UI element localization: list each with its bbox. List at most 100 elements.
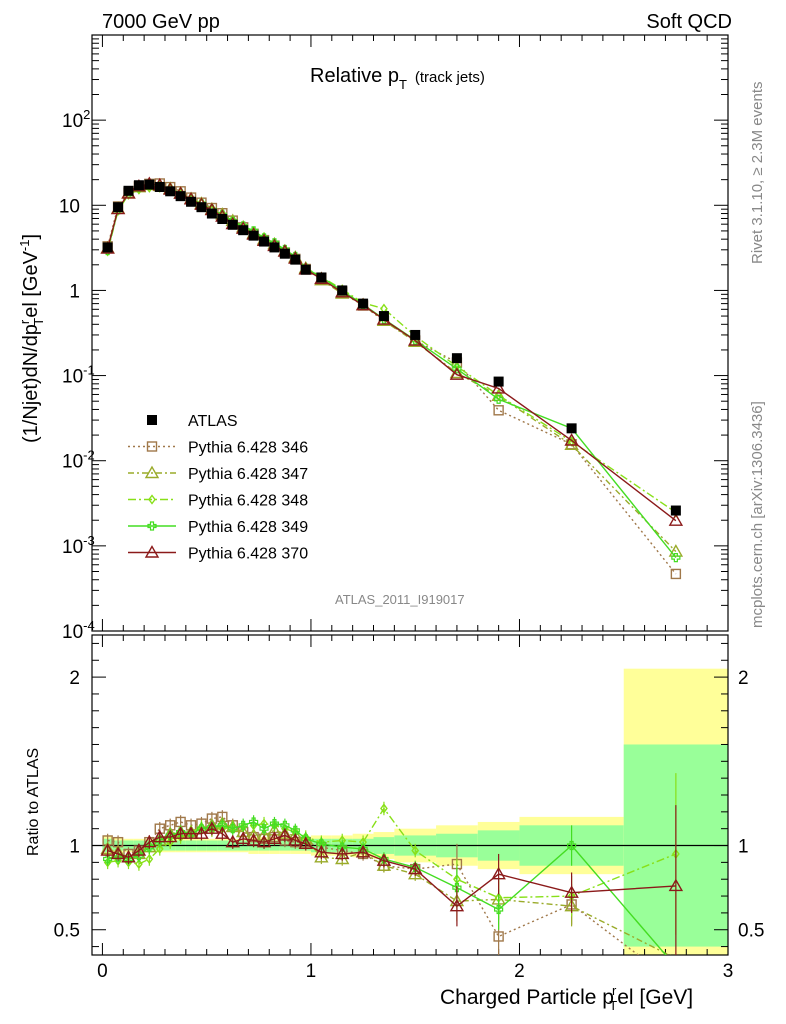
atlas-data-point (451, 353, 462, 364)
x-axis-label: Charged Particle pr Tel [GeV] (440, 983, 693, 1013)
ratio-marker-pythia-6-428-349 (217, 820, 227, 830)
ratio-marker-pythia-6-428-348 (411, 845, 420, 856)
legend-marker (144, 545, 160, 558)
atlas-data-point (227, 219, 238, 230)
main-plot-frame (91, 34, 729, 632)
marker-pythia-6-428-347 (668, 544, 684, 557)
ratio-marker-pythia-6-428-349 (249, 817, 259, 827)
y-tick-label: 10 (59, 196, 80, 217)
main-title: Relative pT (track jets) (310, 65, 485, 92)
ratio-marker-pythia-6-428-370 (225, 834, 240, 848)
ratio-marker-pythia-6-428-346 (493, 931, 504, 942)
atlas-data-point (259, 236, 270, 247)
ratio-marker-pythia-6-428-370 (100, 843, 115, 856)
ratio-tick-label-left: 2 (69, 668, 80, 689)
ratio-marker-pythia-6-428-370 (564, 885, 579, 898)
ratio-tick-label-right: 0.5 (738, 921, 764, 942)
atlas-data-point (248, 230, 259, 241)
atlas-data-point (133, 180, 144, 191)
series-line-pythia-6-428-346 (106, 182, 677, 575)
atlas-data-point (566, 423, 577, 434)
ratio-marker-pythia-6-428-370 (173, 826, 188, 839)
legend-label-atlas: ATLAS (188, 413, 238, 430)
ratio-marker-pythia-6-428-349 (452, 883, 462, 893)
atlas-data-point (154, 181, 165, 192)
ratio-marker-pythia-6-428-370 (246, 833, 261, 846)
ratio-marker-pythia-6-428-348 (380, 803, 388, 814)
ratio-marker-pythia-6-428-349 (337, 842, 347, 852)
ratio-marker-pythia-6-428-370 (355, 844, 371, 858)
marker-pythia-6-428-346 (493, 405, 504, 416)
ratio-marker-pythia-6-428-349 (228, 824, 238, 834)
ratio-marker-pythia-6-428-348 (166, 836, 175, 848)
legend-label: Pythia 6.428 348 (188, 493, 308, 510)
ratio-marker-pythia-6-428-348 (135, 858, 143, 870)
ratio-marker-pythia-6-428-370 (215, 826, 230, 839)
ratio-marker-pythia-6-428-370 (335, 846, 350, 860)
main-series-layer (100, 176, 684, 580)
atlas-data-point (217, 214, 228, 225)
legend-marker-atlas (147, 415, 157, 425)
x-tick-label: 0 (97, 961, 108, 982)
ratio-marker-pythia-6-428-348 (155, 843, 164, 855)
marker-pythia-6-428-370 (449, 367, 465, 380)
ratio-series-layer (100, 773, 684, 955)
atlas-data-point (196, 202, 207, 213)
ratio-marker-pythia-6-428-370 (183, 826, 199, 839)
ratio-marker-pythia-6-428-370 (298, 836, 313, 850)
atlas-data-point (316, 272, 327, 283)
mcplots-label: mcplots.cern.ch [arXiv:1306.3436] (749, 401, 766, 628)
atlas-data-point (165, 186, 176, 197)
ratio-marker-pythia-6-428-349 (238, 820, 248, 830)
marker-pythia-6-428-370 (491, 381, 506, 394)
main-y-axis-label: (1/Njet)dN/dprTel [GeV-1] (17, 234, 46, 443)
atlas-data-point (358, 298, 369, 309)
analysis-watermark: ATLAS_2011_I919017 (335, 592, 465, 607)
atlas-data-point (144, 179, 155, 190)
ratio-tick-label-right: 2 (738, 668, 749, 689)
marker-pythia-6-428-346 (670, 568, 682, 580)
atlas-data-point (113, 202, 124, 213)
ratio-marker-pythia-6-428-349 (259, 824, 269, 834)
legend-marker (148, 494, 156, 505)
legend-label: Pythia 6.428 347 (188, 466, 308, 483)
atlas-data-point (175, 191, 186, 202)
ratio-marker-pythia-6-428-348 (145, 853, 154, 865)
ratio-marker-pythia-6-428-370 (142, 834, 157, 848)
atlas-data-point (123, 185, 134, 196)
atlas-data-point (186, 196, 197, 207)
ratio-line-pythia-6-428-348 (107, 807, 677, 899)
ratio-marker-pythia-6-428-349 (269, 819, 280, 829)
ratio-uncertainty-bands (102, 668, 728, 955)
ratio-marker-pythia-6-428-370 (235, 831, 251, 844)
atlas-data-point (269, 242, 280, 253)
ratio-marker-pythia-6-428-370 (131, 843, 147, 856)
legend-label: Pythia 6.428 370 (188, 546, 308, 563)
ratio-marker-pythia-6-428-370 (110, 846, 126, 860)
ratio-marker-pythia-6-428-370 (449, 898, 465, 912)
ratio-marker-pythia-6-428-370 (162, 829, 178, 843)
ratio-tick-label-right: 1 (738, 837, 749, 858)
marker-pythia-6-428-370 (668, 513, 684, 526)
rivet-label: Rivet 3.1.10, ≥ 2.3M events (749, 82, 766, 265)
x-tick-label: 2 (514, 961, 525, 982)
header-left: 7000 GeV pp (102, 11, 220, 33)
legend: ATLAS Pythia 6.428 346 Pythia 6.428 347 Pyt… (128, 413, 308, 563)
atlas-data-point (378, 311, 389, 322)
header-right: Soft QCD (646, 11, 732, 33)
legend-marker (144, 465, 160, 479)
atlas-data-point (670, 505, 681, 516)
ratio-tick-label-left: 1 (69, 837, 80, 858)
ratio-marker-pythia-6-428-370 (408, 861, 423, 875)
ratio-marker-pythia-6-428-370 (152, 829, 167, 843)
legend-label: Pythia 6.428 346 (188, 440, 308, 457)
legend-label: Pythia 6.428 349 (188, 519, 308, 536)
ratio-marker-pythia-6-428-370 (277, 828, 293, 841)
atlas-data-point (206, 208, 217, 219)
ratio-marker-pythia-6-428-370 (376, 853, 392, 866)
marker-pythia-6-428-370 (564, 433, 579, 446)
y-tick-label: 10-2 (62, 448, 95, 473)
ratio-marker-pythia-6-428-349 (290, 825, 300, 835)
marker-pythia-6-428-349 (671, 552, 681, 563)
